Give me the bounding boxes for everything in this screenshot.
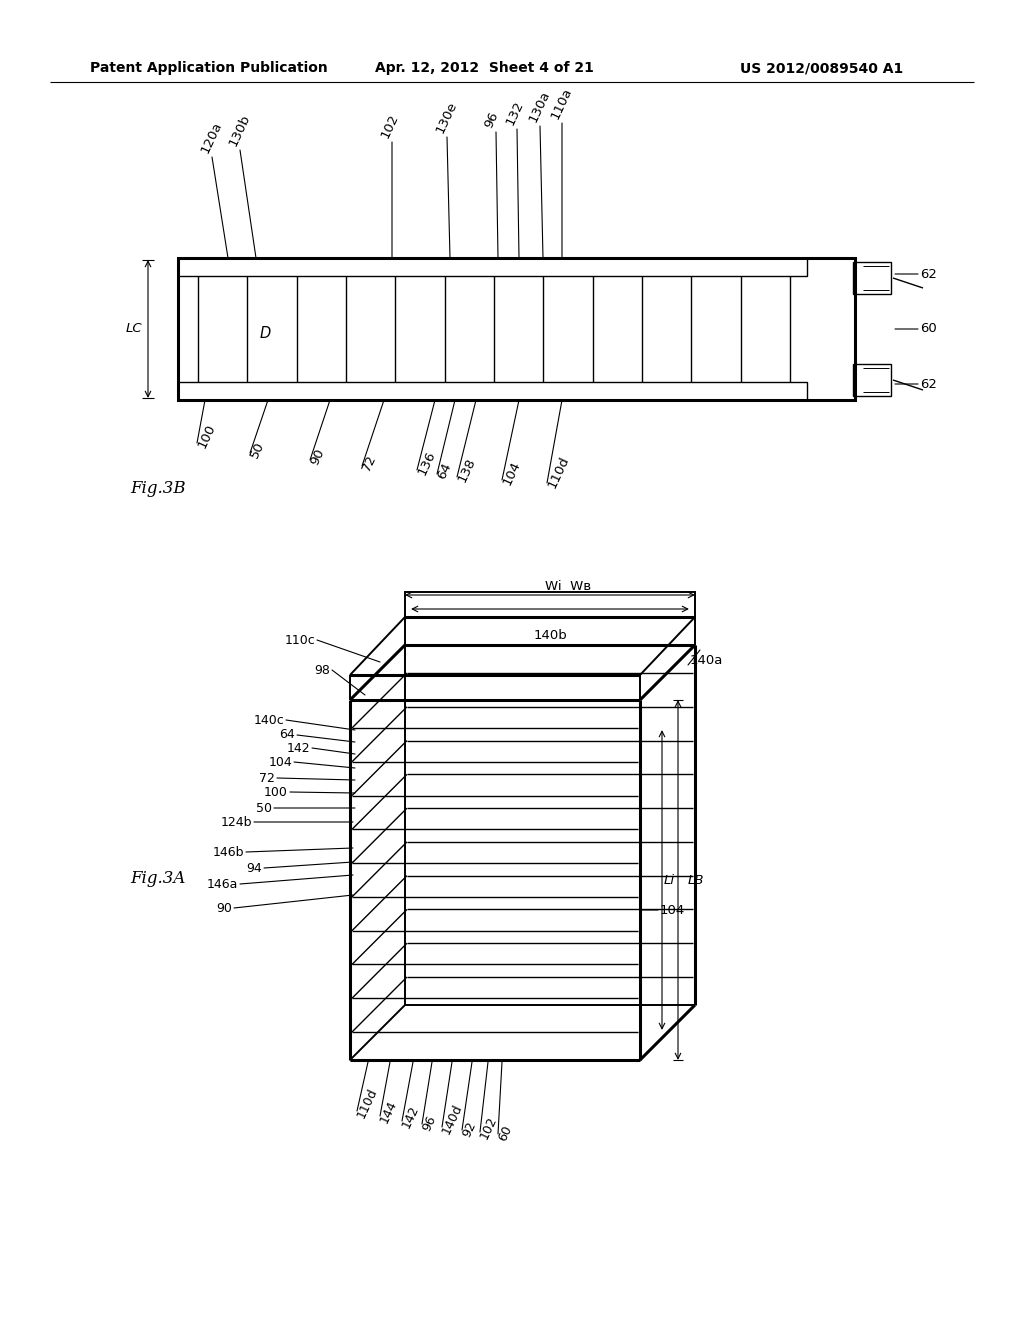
Text: 110d: 110d [355, 1086, 380, 1121]
Text: 60: 60 [920, 322, 937, 335]
Text: 130e: 130e [433, 99, 459, 135]
Text: 64: 64 [280, 729, 295, 742]
Text: 136: 136 [415, 449, 437, 478]
Text: 104: 104 [268, 755, 292, 768]
Text: 72: 72 [360, 453, 379, 474]
Text: 102: 102 [378, 111, 400, 140]
Text: 50: 50 [248, 440, 267, 461]
Text: 140d: 140d [440, 1102, 465, 1137]
Text: 130a: 130a [526, 88, 552, 124]
Text: 110c: 110c [285, 634, 315, 647]
Text: 96: 96 [420, 1114, 438, 1134]
Text: Wi  Wʙ: Wi Wʙ [545, 579, 591, 593]
Text: 132: 132 [503, 99, 525, 127]
Text: 140b: 140b [534, 630, 567, 642]
Text: 100: 100 [264, 785, 288, 799]
Text: 146b: 146b [213, 846, 244, 858]
Text: D: D [259, 326, 270, 342]
Text: Fig.3B: Fig.3B [130, 480, 185, 498]
Bar [178, 381, 807, 400]
Text: 102: 102 [478, 1114, 500, 1142]
Text: 124b: 124b [220, 816, 252, 829]
Text: 60: 60 [496, 1123, 514, 1143]
Text: 146a: 146a [207, 878, 238, 891]
Text: Fig.3A: Fig.3A [130, 870, 185, 887]
Text: 100: 100 [195, 422, 217, 450]
Text: 142: 142 [400, 1104, 422, 1130]
Text: 104: 104 [500, 459, 522, 487]
Text: 94: 94 [246, 862, 262, 874]
Text: 72: 72 [259, 771, 275, 784]
Text: LB: LB [688, 874, 705, 887]
Text: 130b: 130b [226, 112, 252, 148]
Text: 90: 90 [308, 446, 327, 467]
Text: 120a: 120a [199, 119, 224, 154]
Text: Li: Li [664, 874, 675, 887]
Text: 138: 138 [455, 455, 477, 484]
Bar [853, 261, 891, 294]
Text: 140a: 140a [690, 653, 723, 667]
Text: Patent Application Publication: Patent Application Publication [90, 61, 328, 75]
Text: 62: 62 [920, 378, 937, 391]
Text: 92: 92 [460, 1119, 478, 1139]
Text: 110a: 110a [548, 86, 574, 121]
Bar [178, 257, 855, 400]
Text: Apr. 12, 2012  Sheet 4 of 21: Apr. 12, 2012 Sheet 4 of 21 [375, 61, 594, 75]
Text: 104: 104 [660, 903, 685, 916]
Text: LC: LC [126, 322, 142, 335]
Text: 98: 98 [314, 664, 330, 676]
Text: US 2012/0089540 A1: US 2012/0089540 A1 [740, 61, 903, 75]
Bar [178, 257, 807, 276]
Text: 96: 96 [482, 110, 501, 129]
Text: 50: 50 [256, 801, 272, 814]
Text: 62: 62 [920, 268, 937, 281]
Text: 110d: 110d [545, 454, 571, 491]
Bar [853, 364, 891, 396]
Text: 90: 90 [216, 902, 232, 915]
Text: 142: 142 [287, 742, 310, 755]
Bar [406, 591, 695, 616]
Text: 144: 144 [378, 1098, 399, 1126]
Text: 64: 64 [435, 461, 454, 482]
Text: 140c: 140c [253, 714, 284, 726]
